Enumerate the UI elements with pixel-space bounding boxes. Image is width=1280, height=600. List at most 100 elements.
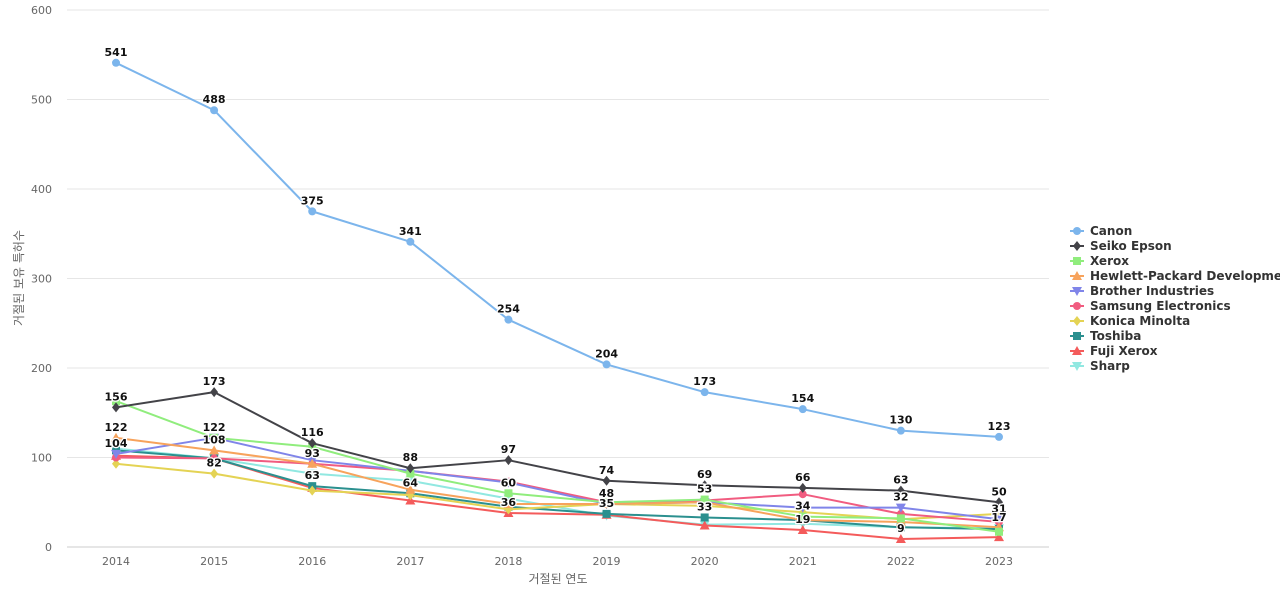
series-line	[115, 61, 1000, 438]
data-point[interactable]	[798, 490, 807, 499]
data-point[interactable]	[700, 513, 709, 522]
legend-item[interactable]: Xerox	[1070, 254, 1129, 268]
legend-item[interactable]: Sharp	[1070, 359, 1130, 373]
legend-item[interactable]: Toshiba	[1070, 329, 1141, 343]
data-label: 254	[497, 303, 520, 316]
legend-label: Sharp	[1090, 359, 1130, 373]
data-point[interactable]	[307, 458, 318, 468]
data-point[interactable]	[700, 480, 709, 491]
data-point[interactable]	[798, 405, 807, 414]
legend-label: Seiko Epson	[1090, 239, 1172, 253]
data-point[interactable]	[602, 360, 611, 369]
data-point[interactable]	[602, 475, 611, 486]
legend-label: Xerox	[1090, 254, 1129, 268]
data-point[interactable]	[504, 315, 513, 324]
data-point[interactable]	[112, 58, 120, 67]
data-point[interactable]	[995, 432, 1003, 441]
data-point[interactable]	[405, 476, 416, 486]
x-tick-label: 2015	[200, 555, 228, 568]
legend-label: Toshiba	[1090, 329, 1141, 343]
x-tick-label: 2016	[298, 555, 326, 568]
legend-marker[interactable]	[1072, 362, 1082, 371]
legend-item[interactable]: Canon	[1070, 224, 1132, 238]
data-point[interactable]	[798, 482, 807, 493]
y-tick-label: 500	[31, 94, 52, 107]
data-point[interactable]	[504, 489, 513, 498]
data-point[interactable]	[700, 388, 709, 397]
data-point[interactable]	[210, 387, 219, 398]
data-point[interactable]	[798, 512, 807, 521]
legend-marker[interactable]	[1073, 241, 1081, 251]
data-point[interactable]	[111, 449, 121, 459]
data-point[interactable]	[406, 463, 415, 474]
data-point[interactable]	[602, 498, 611, 507]
data-point[interactable]	[797, 524, 808, 534]
data-point[interactable]	[602, 509, 611, 518]
data-point[interactable]	[308, 207, 317, 216]
data-point[interactable]	[112, 397, 120, 406]
legend-marker[interactable]	[1073, 316, 1081, 326]
data-point[interactable]	[503, 478, 514, 488]
legend-item[interactable]: Brother Industries	[1070, 284, 1214, 298]
data-label: 63	[893, 474, 908, 487]
data-point[interactable]	[405, 484, 416, 494]
y-tick-label: 0	[45, 541, 52, 554]
data-point[interactable]	[503, 499, 514, 509]
data-point[interactable]	[209, 445, 220, 455]
data-point[interactable]	[896, 514, 905, 523]
data-label: 34	[795, 500, 811, 513]
data-point[interactable]	[307, 469, 318, 479]
data-point[interactable]	[112, 458, 120, 469]
data-point[interactable]	[699, 520, 710, 530]
data-point[interactable]	[308, 438, 317, 449]
data-point[interactable]	[406, 469, 415, 478]
data-point[interactable]	[210, 106, 219, 115]
data-point[interactable]	[406, 237, 415, 246]
data-point[interactable]	[995, 497, 1003, 508]
legend-item[interactable]: Fuji Xerox	[1070, 344, 1158, 358]
data-point[interactable]	[210, 433, 219, 442]
legend-item[interactable]: Seiko Epson	[1070, 239, 1172, 253]
data-point[interactable]	[700, 495, 709, 504]
legend-label: Fuji Xerox	[1090, 344, 1158, 358]
x-tick-label: 2014	[102, 555, 130, 568]
legend-item[interactable]: Konica Minolta	[1070, 314, 1190, 328]
grid-lines	[67, 9, 1049, 548]
x-tick-label: 2018	[494, 555, 522, 568]
data-point[interactable]	[210, 454, 219, 463]
data-label: 48	[599, 487, 614, 500]
data-point[interactable]	[797, 503, 808, 513]
legend-marker[interactable]	[1073, 227, 1081, 235]
data-point[interactable]	[896, 426, 905, 435]
y-axis-tick-labels: 0 100 200 300 400 500 600	[31, 4, 52, 554]
legend-item[interactable]: Hewlett-Packard Development	[1070, 269, 1280, 283]
series-line	[115, 436, 1000, 529]
legend-marker[interactable]	[1072, 287, 1082, 296]
data-point[interactable]	[895, 503, 906, 513]
legend-marker[interactable]	[1072, 271, 1082, 280]
legend-marker[interactable]	[1072, 346, 1082, 355]
data-label: 35	[599, 497, 614, 510]
series-line	[115, 456, 1000, 523]
x-axis-tick-labels: 2014 2015 2016 2017 2018 2019 2020 2021 2022 2023	[102, 555, 1013, 568]
data-point[interactable]	[995, 527, 1003, 536]
data-point[interactable]	[994, 515, 1004, 525]
data-point[interactable]	[896, 485, 905, 496]
legend-marker[interactable]	[1073, 257, 1081, 265]
data-point[interactable]	[210, 468, 219, 479]
data-label: 97	[501, 443, 516, 456]
data-point[interactable]	[504, 455, 513, 466]
data-point[interactable]	[895, 533, 906, 543]
data-point[interactable]	[994, 532, 1004, 542]
legend-marker[interactable]	[1073, 332, 1081, 340]
data-point[interactable]	[896, 523, 905, 532]
data-point[interactable]	[308, 485, 317, 496]
y-tick-label: 200	[31, 362, 52, 375]
data-label: 541	[105, 46, 128, 59]
data-point[interactable]	[111, 432, 121, 442]
legend-item[interactable]: Samsung Electronics	[1070, 299, 1231, 313]
legend-marker[interactable]	[1073, 302, 1081, 310]
data-point[interactable]	[112, 402, 120, 413]
